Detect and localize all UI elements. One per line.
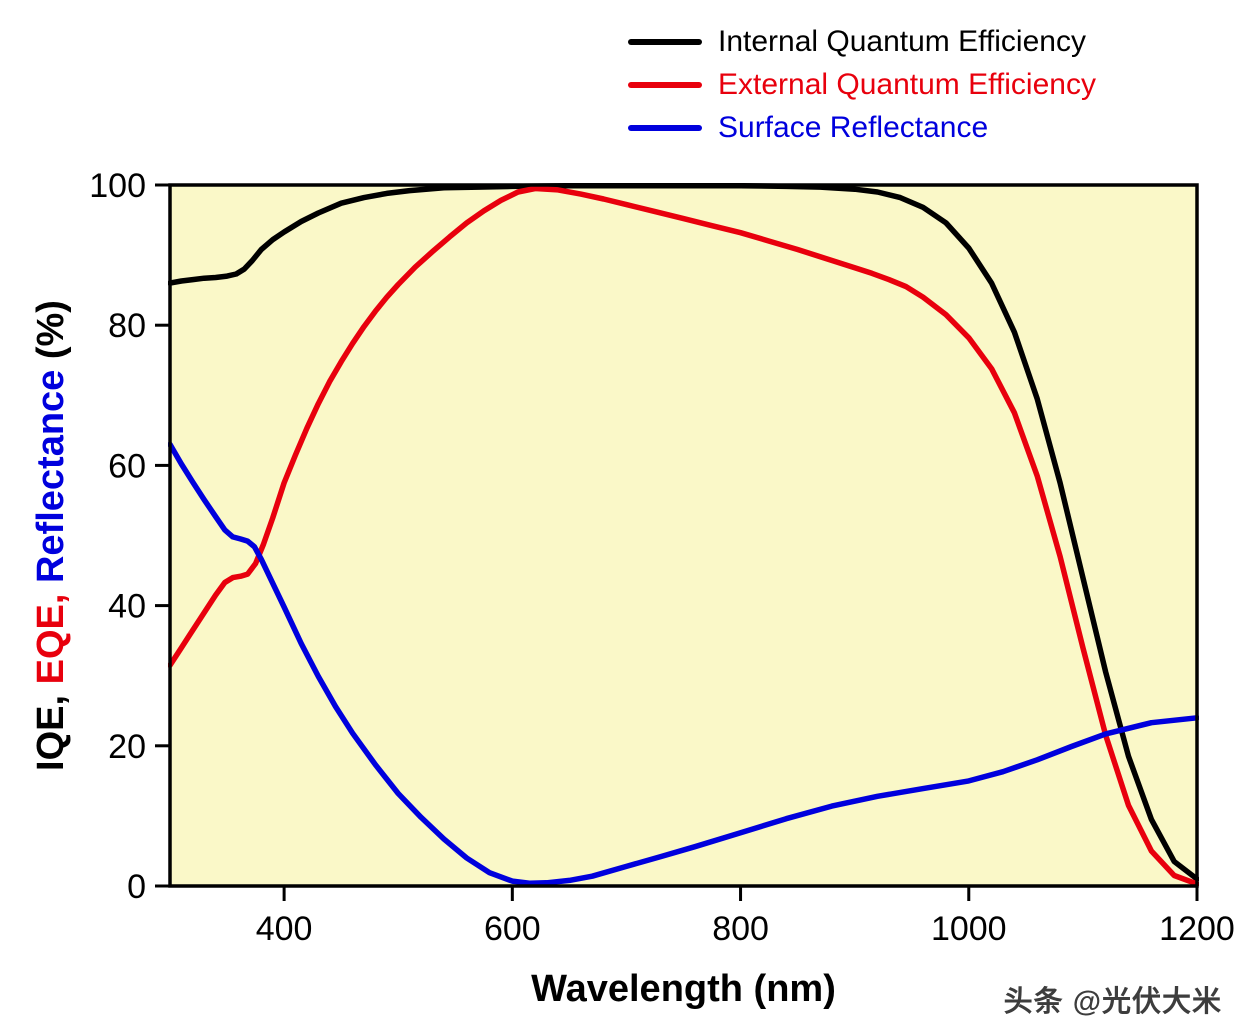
legend-line-sample-iqe <box>628 39 702 45</box>
y-tick-label: 60 <box>108 447 146 485</box>
x-tick-label: 400 <box>256 910 313 948</box>
y-axis-label-part-percent: (%) <box>30 300 72 370</box>
legend-line-sample-eqe <box>628 82 702 88</box>
y-axis-label-part-comma1: , <box>30 684 72 706</box>
y-tick-label: 20 <box>108 728 146 766</box>
plot-border <box>168 183 1199 888</box>
legend-item-iqe: Internal Quantum Efficiency <box>628 26 1096 58</box>
legend-label-iqe: Internal Quantum Efficiency <box>718 25 1086 58</box>
legend-item-reflectance: Surface Reflectance <box>628 112 1096 144</box>
x-tick-label: 1200 <box>1159 910 1235 948</box>
y-axis-label-part-iqe: IQE <box>30 705 72 771</box>
y-axis-label-part-eqe: EQE <box>30 604 72 685</box>
y-axis-label-part-comma2: , <box>30 583 72 605</box>
legend-label-reflectance: Surface Reflectance <box>718 111 989 144</box>
x-tick-label: 600 <box>484 910 541 948</box>
series-curve-2 <box>168 441 1199 886</box>
legend-label-eqe: External Quantum Efficiency <box>718 68 1096 101</box>
watermark: 头条 @光伏大米 <box>1003 986 1222 1018</box>
plot-area <box>170 185 1197 886</box>
series-curve-1 <box>168 185 1199 887</box>
legend-line-sample-reflectance <box>628 125 702 131</box>
y-tick-label: 40 <box>108 588 146 626</box>
y-tick-label: 80 <box>108 307 146 345</box>
y-axis-label-part-reflectance: Reflectance <box>30 369 72 584</box>
x-tick-label: 800 <box>712 910 769 948</box>
y-axis-label: IQE, EQE, Reflectance (%) <box>30 185 82 886</box>
legend-item-eqe: External Quantum Efficiency <box>628 69 1096 101</box>
y-tick-label: 0 <box>127 868 146 906</box>
x-tick-label: 1000 <box>931 910 1007 948</box>
y-tick-label: 100 <box>89 167 146 205</box>
chart-legend: Internal Quantum Efficiency External Qua… <box>628 26 1096 144</box>
x-axis-label: Wavelength (nm) <box>531 968 836 1010</box>
